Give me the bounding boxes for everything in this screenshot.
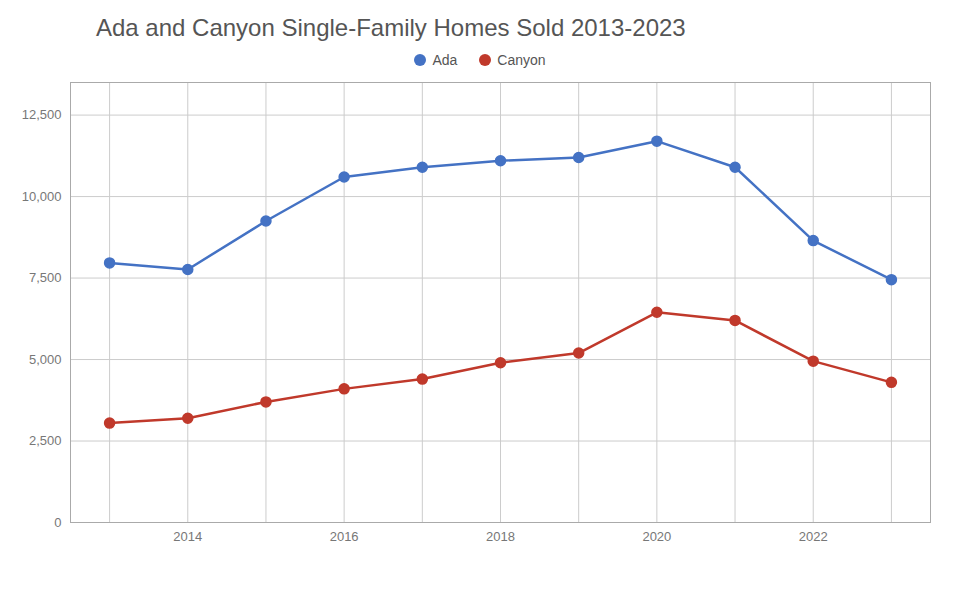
svg-text:10,000: 10,000 bbox=[22, 189, 62, 204]
svg-text:2020: 2020 bbox=[642, 529, 671, 544]
html-text:Ada: Ada bbox=[432, 52, 458, 68]
svg-text:0: 0 bbox=[54, 515, 61, 530]
svg-text:2022: 2022 bbox=[799, 529, 828, 544]
svg-text:2018: 2018 bbox=[486, 529, 515, 544]
svg-text:2,500: 2,500 bbox=[29, 433, 62, 448]
svg-text:7,500: 7,500 bbox=[29, 270, 62, 285]
html-text:Ada and Canyon Single-Family H: Ada and Canyon Single-Family Homes Sold … bbox=[96, 14, 686, 41]
svg-text:2014: 2014 bbox=[173, 529, 202, 544]
svg-text:5,000: 5,000 bbox=[29, 352, 62, 367]
svg-text:2016: 2016 bbox=[330, 529, 359, 544]
html-text:Canyon: Canyon bbox=[497, 52, 546, 68]
svg-text:12,500: 12,500 bbox=[22, 107, 62, 122]
